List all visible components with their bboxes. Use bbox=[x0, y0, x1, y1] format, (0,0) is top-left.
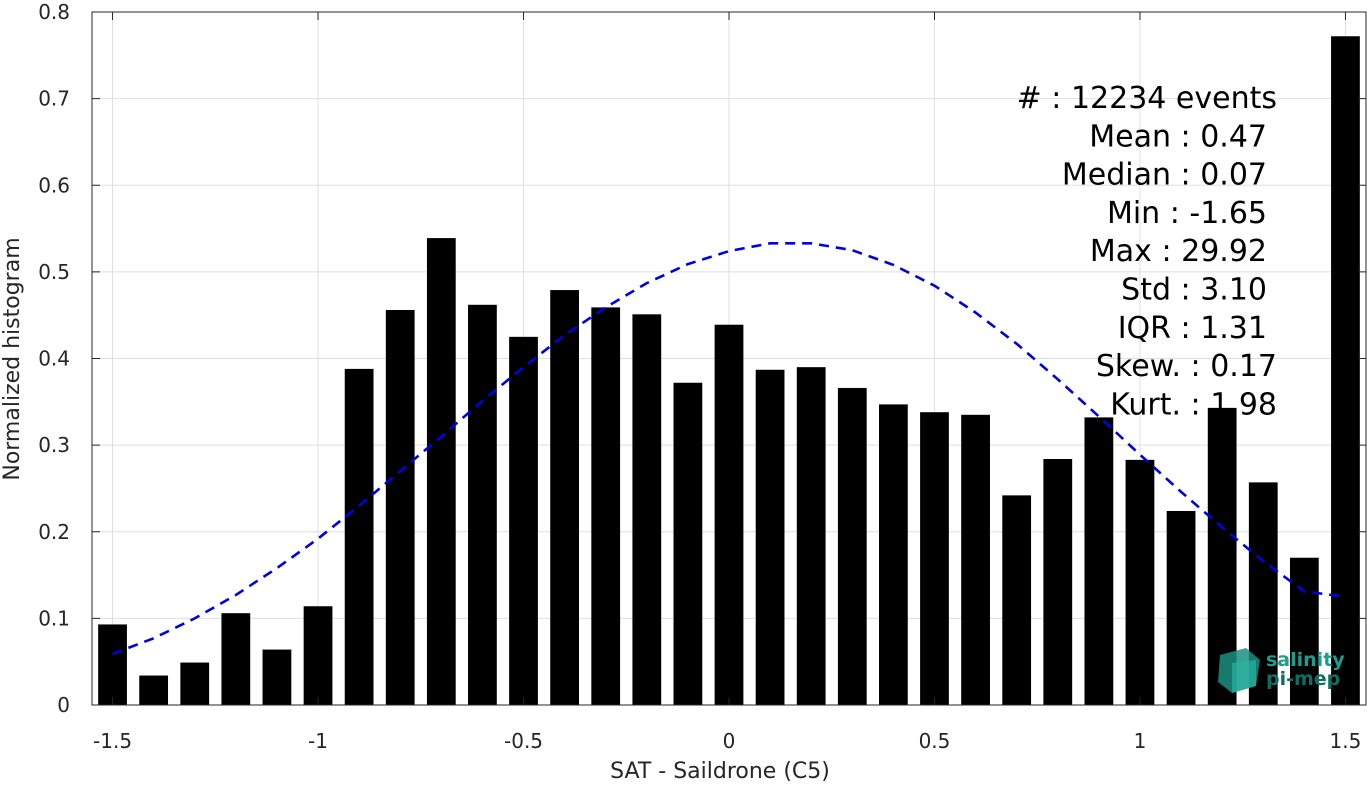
histogram-bar bbox=[468, 304, 497, 705]
histogram-bar bbox=[591, 307, 621, 705]
histogram-bar bbox=[920, 412, 949, 705]
logo-line1: salinity bbox=[1266, 649, 1345, 671]
y-tick-label: 0 bbox=[57, 693, 70, 717]
histogram-bar bbox=[344, 368, 374, 705]
histogram-bar bbox=[714, 324, 744, 705]
histogram-bar bbox=[1125, 459, 1155, 705]
histogram-bar bbox=[303, 606, 333, 705]
stat-line: Std : 3.10 bbox=[1121, 273, 1267, 308]
x-tick-label: -0.5 bbox=[504, 729, 543, 753]
y-tick-label: 0.8 bbox=[38, 0, 70, 24]
histogram-bar bbox=[262, 649, 292, 705]
histogram-bar bbox=[961, 414, 990, 705]
histogram-bar bbox=[879, 404, 908, 705]
histogram-bar bbox=[837, 387, 867, 705]
stat-line: Median : 0.07 bbox=[1062, 158, 1267, 193]
x-tick-label: -1.5 bbox=[93, 729, 132, 753]
histogram-bar bbox=[139, 675, 169, 705]
x-tick-label: 1 bbox=[1134, 729, 1147, 753]
stat-line: Min : -1.65 bbox=[1107, 196, 1267, 231]
y-axis-ticks: 0 0.1 0.2 0.3 0.4 0.5 0.6 0.7 0.8 bbox=[38, 0, 1366, 717]
histogram-bar bbox=[673, 382, 703, 705]
histogram-bar bbox=[426, 238, 456, 705]
stat-line: Skew. : 0.17 bbox=[1096, 349, 1277, 384]
y-tick-label: 0.3 bbox=[38, 433, 70, 457]
stat-line: # : 12234 events bbox=[1017, 81, 1277, 116]
x-axis-title: SAT - Saildrone (C5) bbox=[610, 759, 830, 784]
y-tick-label: 0.2 bbox=[38, 520, 70, 544]
y-axis-title: Normalized histogram bbox=[0, 237, 25, 480]
x-axis-ticks: -1.5 -1 -0.5 0 0.5 1 1.5 bbox=[93, 12, 1361, 753]
histogram-bar bbox=[1331, 36, 1360, 705]
histogram-bar bbox=[1002, 495, 1032, 705]
histogram-bar bbox=[509, 336, 538, 705]
x-tick-label: 0.5 bbox=[919, 729, 951, 753]
logo-cube-face-icon bbox=[1232, 660, 1256, 693]
histogram-bar bbox=[796, 367, 826, 705]
histogram-bar bbox=[632, 314, 662, 705]
stat-line: Kurt. : 1.98 bbox=[1110, 387, 1277, 422]
histogram-bar bbox=[180, 662, 210, 705]
histogram-bar bbox=[221, 613, 251, 705]
histogram-bar bbox=[385, 309, 415, 705]
histogram-bar bbox=[1166, 510, 1196, 705]
histogram-bar bbox=[550, 290, 579, 705]
y-tick-label: 0.4 bbox=[38, 347, 70, 371]
histogram-bars bbox=[98, 36, 1360, 705]
histogram-bar bbox=[1043, 458, 1073, 705]
stat-line: IQR : 1.31 bbox=[1118, 311, 1267, 346]
stat-line: Max : 29.92 bbox=[1090, 234, 1267, 269]
x-tick-label: 0 bbox=[723, 729, 736, 753]
stat-line: Mean : 0.47 bbox=[1089, 119, 1267, 154]
histogram-bar bbox=[98, 624, 127, 705]
histogram-bar bbox=[1084, 417, 1114, 705]
y-tick-label: 0.5 bbox=[38, 260, 70, 284]
y-tick-label: 0.1 bbox=[38, 606, 70, 630]
x-tick-label: 1.5 bbox=[1330, 729, 1362, 753]
x-tick-label: -1 bbox=[308, 729, 328, 753]
histogram-bar bbox=[1289, 557, 1319, 705]
salinity-pi-mep-logo: salinity pi-mep bbox=[1218, 648, 1345, 693]
y-tick-label: 0.6 bbox=[38, 173, 70, 197]
y-tick-label: 0.7 bbox=[38, 87, 70, 111]
logo-line2: pi-mep bbox=[1266, 668, 1340, 690]
histogram-bar bbox=[755, 369, 785, 705]
